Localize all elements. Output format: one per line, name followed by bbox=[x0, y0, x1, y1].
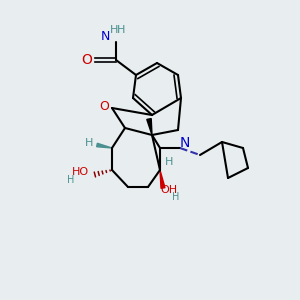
Text: OH: OH bbox=[160, 185, 178, 195]
Polygon shape bbox=[147, 118, 152, 135]
Text: H: H bbox=[165, 157, 173, 167]
Text: N: N bbox=[100, 31, 110, 44]
Text: H: H bbox=[117, 25, 125, 35]
Text: O: O bbox=[99, 100, 109, 112]
Text: H: H bbox=[85, 138, 93, 148]
Polygon shape bbox=[97, 143, 112, 148]
Polygon shape bbox=[160, 170, 165, 188]
Text: N: N bbox=[180, 136, 190, 150]
Text: H: H bbox=[67, 175, 75, 185]
Text: HO: HO bbox=[71, 167, 88, 177]
Text: H: H bbox=[172, 192, 180, 202]
Text: H: H bbox=[110, 25, 118, 35]
Text: O: O bbox=[82, 53, 92, 67]
